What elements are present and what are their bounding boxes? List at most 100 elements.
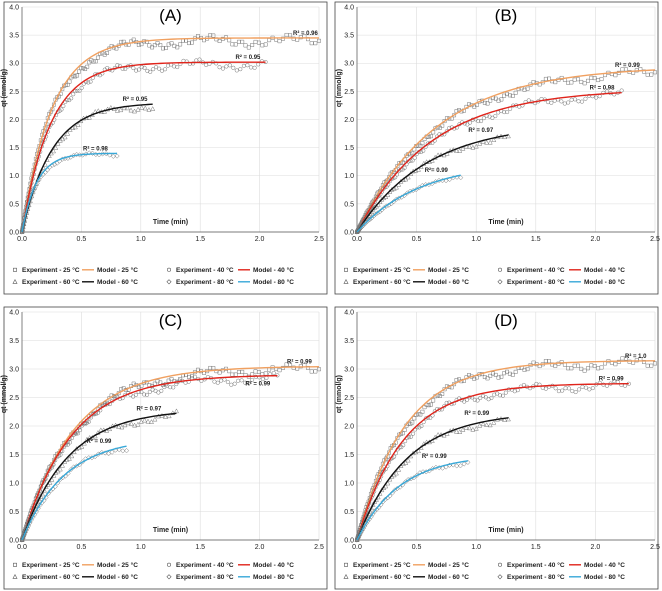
experiment-point [457, 463, 463, 469]
experiment-point [484, 139, 490, 145]
y-tick-label: 4.0 [344, 309, 354, 316]
experiment-point [114, 153, 120, 159]
legend-entry: Model - 60 °C [428, 573, 469, 581]
legend: Experiment - 25 °C Model - 25 °C Experimen… [343, 266, 625, 286]
experiment-point [105, 401, 109, 405]
legend-marker [497, 574, 503, 580]
legend-entry: Experiment - 80 °C [176, 278, 234, 286]
chart-panel-b: 0.0 0.5 1.0 1.5 2.0 2.5 3.0 3.5 4.0 0.0 0.5 1.0 1.5 2… [334, 1, 660, 295]
experiment-point [86, 80, 91, 85]
experiment-point [474, 375, 479, 380]
x-axis-title: Time (min) [488, 527, 523, 534]
legend-marker [12, 278, 18, 284]
experiment-point [473, 425, 479, 431]
experiment-point [420, 141, 425, 146]
experiment-point [454, 463, 460, 469]
experiment-point [192, 374, 198, 379]
experiment-point [171, 385, 176, 390]
experiment-point [423, 416, 428, 421]
experiment-point [397, 161, 402, 166]
experiment-point [368, 505, 375, 511]
experiment-point [95, 55, 100, 60]
x-tick-label: 0.0 [352, 236, 362, 243]
experiment-point [473, 143, 479, 149]
experiment-point [487, 114, 492, 119]
experiment-point [645, 72, 650, 77]
r-squared-label: R² = 0.96 [293, 30, 319, 37]
experiment-point [368, 209, 375, 214]
legend-entry: Experiment - 40 °C [176, 561, 234, 569]
r-squared-label: R² = 0.98 [590, 85, 616, 92]
experiment-point [489, 395, 494, 400]
experiment-point [374, 506, 380, 512]
legend-entry: Experiment - 25 °C [22, 561, 80, 569]
experiment-point [376, 194, 381, 199]
experiment-point [502, 417, 508, 422]
experiment-point [472, 397, 477, 402]
experiment-point [596, 366, 601, 371]
x-tick-label: 2.5 [650, 544, 660, 551]
y-tick-label: 1.5 [9, 145, 19, 152]
experiment-point [444, 384, 449, 389]
r-squared-label: R² = 0.99 [87, 438, 113, 445]
legend-marker [343, 278, 349, 284]
experiment-point [74, 151, 80, 158]
series-circle: R² = 0.98 [354, 85, 624, 235]
legend: Experiment - 25 °C Model - 25 °C Experimen… [12, 561, 294, 581]
experiment-point [499, 374, 504, 379]
legend-entry: Experiment - 25 °C [353, 266, 411, 274]
y-tick-label: 2.5 [9, 395, 19, 402]
y-tick-label: 3.5 [9, 338, 19, 345]
experiment-point [132, 108, 138, 114]
experiment-point [148, 69, 153, 74]
experiment-point [358, 529, 364, 535]
experiment-point [522, 367, 527, 372]
legend-marker [166, 279, 172, 285]
experiment-point [370, 501, 376, 507]
legend-entry: Model - 40 °C [584, 266, 625, 274]
experiment-point [585, 78, 590, 83]
experiment-point [411, 431, 416, 436]
y-tick-label: 3.0 [9, 366, 19, 373]
experiment-point [420, 409, 425, 414]
chart-panel-d: 0.0 0.5 1.0 1.5 2.0 2.5 3.0 3.5 4.0 0.0 0.5 1.0 1.5 2… [334, 306, 660, 590]
legend-entry: Experiment - 25 °C [22, 266, 80, 274]
y-tick-label: 4.0 [9, 309, 19, 316]
experiment-point [277, 368, 282, 373]
legend-marker [166, 574, 172, 580]
experiment-point [477, 140, 483, 146]
experiment-point [232, 381, 237, 386]
experiment-point [367, 216, 373, 222]
experiment-point [79, 85, 84, 90]
legend-entry: Model - 25 °C [428, 561, 469, 569]
experiment-point [572, 97, 578, 102]
experiment-point [246, 381, 251, 386]
legend-entry: Model - 80 °C [584, 278, 625, 286]
panel-label: (D) [494, 311, 518, 330]
y-tick-label: 1.5 [9, 452, 19, 459]
experiment-point [187, 374, 191, 379]
experiment-point [496, 375, 501, 380]
experiment-point [502, 134, 508, 140]
legend-marker [343, 573, 349, 579]
experiment-point [417, 425, 422, 430]
experiment-point [373, 197, 379, 202]
experiment-point [217, 39, 222, 43]
experiment-point [488, 98, 493, 103]
legend-entry: Model - 25 °C [97, 561, 138, 569]
experiment-point [569, 366, 574, 371]
x-axis-title: Time (min) [153, 527, 188, 534]
experiment-point [107, 152, 113, 158]
experiment-point [175, 45, 180, 50]
y-tick-label: 0.5 [344, 509, 354, 516]
experiment-point [553, 363, 558, 368]
experiment-point [388, 446, 393, 451]
experiment-point [142, 392, 147, 397]
experiment-point [67, 79, 72, 84]
experiment-point [440, 392, 445, 396]
experiment-point [371, 213, 377, 219]
experiment-point [402, 165, 407, 170]
experiment-point [124, 42, 129, 47]
experiment-point [382, 180, 387, 185]
experiment-point [53, 454, 58, 458]
